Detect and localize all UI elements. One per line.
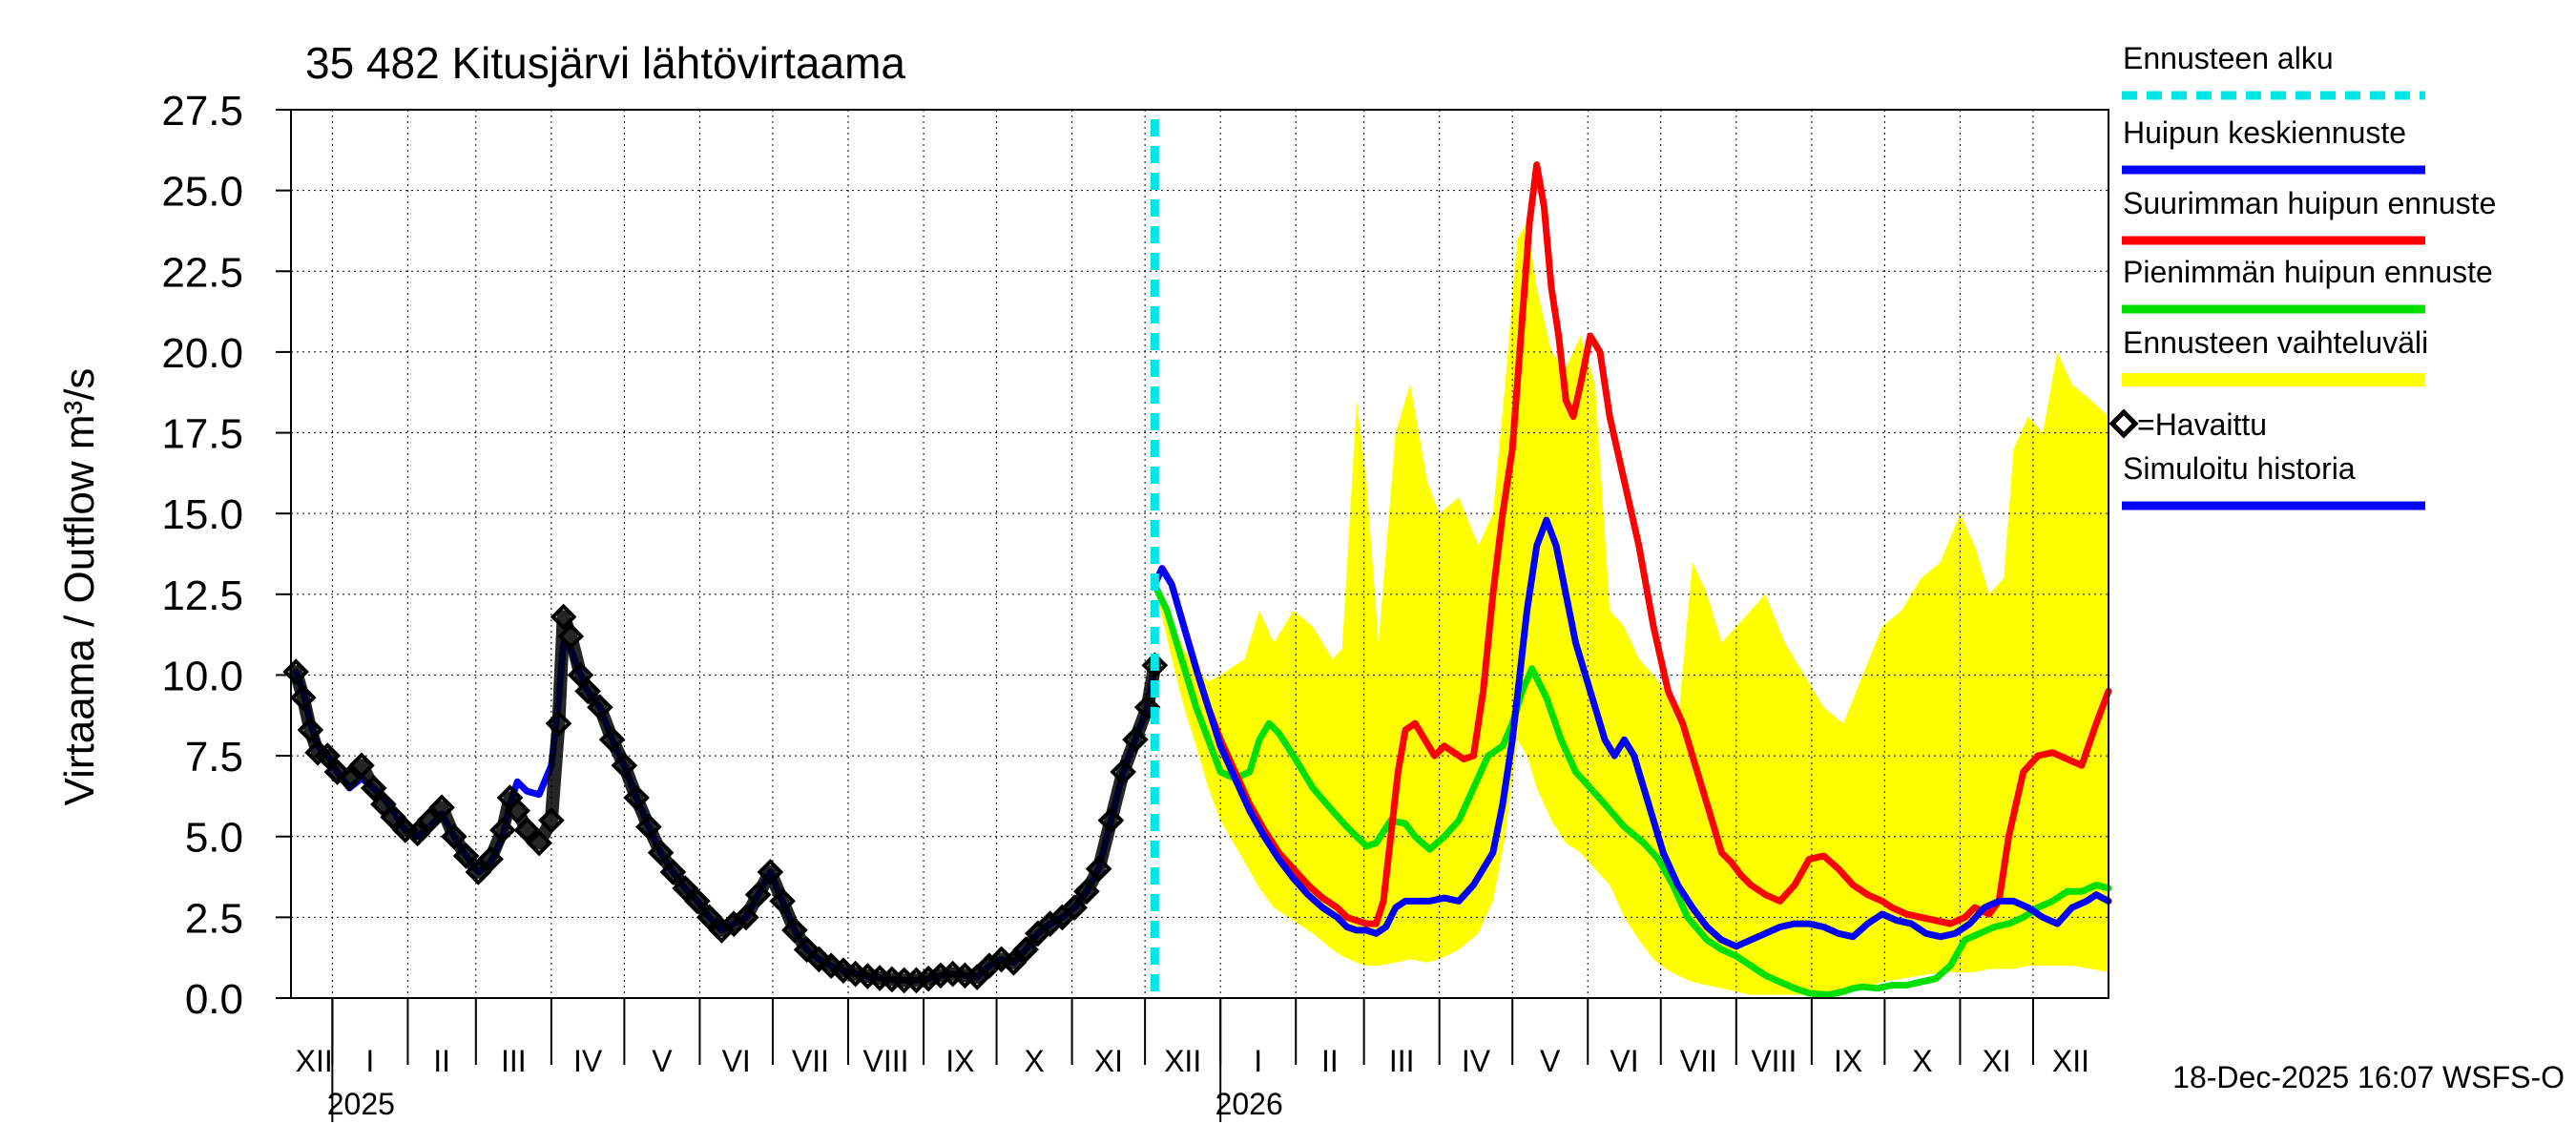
month-label: III bbox=[501, 1044, 527, 1078]
timestamp-footer: 18-Dec-2025 16:07 WSFS-O bbox=[2172, 1060, 2565, 1094]
series-lines bbox=[292, 161, 2112, 999]
month-label: IV bbox=[573, 1044, 603, 1078]
month-label: XI bbox=[1983, 1044, 2011, 1078]
y-tick-label: 10.0 bbox=[161, 653, 243, 699]
legend-label: Pienimmän huipun ennuste bbox=[2123, 255, 2493, 289]
observed-trace bbox=[289, 610, 1162, 988]
y-tick-label: 25.0 bbox=[161, 169, 243, 216]
month-label: III bbox=[1389, 1044, 1415, 1078]
y-tick-label: 12.5 bbox=[161, 572, 243, 619]
year-label: 2026 bbox=[1215, 1087, 1283, 1121]
y-tick-label: 7.5 bbox=[185, 734, 243, 781]
y-tick-label: 22.5 bbox=[161, 249, 243, 296]
month-label: XI bbox=[1094, 1044, 1123, 1078]
y-tick-label: 15.0 bbox=[161, 491, 243, 538]
plot-frame bbox=[290, 109, 2109, 999]
series-line bbox=[1151, 516, 2112, 950]
month-label: I bbox=[1254, 1044, 1262, 1078]
grid-lines bbox=[291, 110, 2109, 998]
month-label: VII bbox=[1680, 1044, 1717, 1078]
month-label: VIII bbox=[1751, 1044, 1797, 1078]
month-label: VII bbox=[792, 1044, 829, 1078]
y-tick-label: 20.0 bbox=[161, 330, 243, 377]
legend-label: Suurimman huipun ennuste bbox=[2123, 186, 2496, 220]
y-axis-label: Virtaama / Outflow m³/s bbox=[56, 368, 103, 806]
month-label: V bbox=[652, 1044, 673, 1078]
month-label: VI bbox=[722, 1044, 751, 1078]
month-label: XII bbox=[2052, 1044, 2089, 1078]
month-label: IV bbox=[1462, 1044, 1491, 1078]
series-line bbox=[1151, 581, 2112, 999]
year-label: 2025 bbox=[327, 1087, 395, 1121]
month-label: II bbox=[433, 1044, 450, 1078]
month-label: X bbox=[1024, 1044, 1044, 1078]
month-label: X bbox=[1912, 1044, 1932, 1078]
month-label: II bbox=[1321, 1044, 1339, 1078]
y-tick-label: 5.0 bbox=[185, 815, 243, 862]
month-label: VI bbox=[1610, 1044, 1638, 1078]
y-tick-label: 2.5 bbox=[185, 895, 243, 942]
month-label: VIII bbox=[863, 1044, 909, 1078]
x-axis-months: XII I II III IV V VI VII VIII IX X XI XII I II III IV V VI… bbox=[296, 998, 2089, 1122]
y-axis-ticks: 0.0 2.5 5.0 7.5 10.0 12.5 15.0 17.5 20.0 22.5 25.0… bbox=[161, 88, 291, 1023]
month-label: IX bbox=[1834, 1044, 1862, 1078]
legend-label: =Havaittu bbox=[2137, 407, 2267, 442]
month-label: V bbox=[1540, 1044, 1561, 1078]
y-tick-label: 27.5 bbox=[161, 88, 243, 135]
legend-label: Ennusteen vaihteluväli bbox=[2123, 325, 2428, 360]
y-tick-label: 0.0 bbox=[185, 976, 243, 1023]
month-label: IX bbox=[945, 1044, 974, 1078]
month-label: XII bbox=[1164, 1044, 1201, 1078]
legend-label: Ennusteen alku bbox=[2123, 41, 2334, 75]
month-label: XII bbox=[296, 1044, 333, 1078]
legend: Ennusteen alku Huipun keskiennuste Suurimm… bbox=[2109, 41, 2496, 510]
y-tick-label: 17.5 bbox=[161, 411, 243, 458]
legend-label: Huipun keskiennuste bbox=[2123, 115, 2406, 150]
month-label: I bbox=[365, 1044, 374, 1078]
series-line bbox=[1151, 161, 2112, 927]
chart-title: 35 482 Kitusjärvi lähtövirtaama bbox=[305, 38, 905, 88]
legend-label: Simuloitu historia bbox=[2123, 451, 2356, 486]
observed-markers bbox=[282, 603, 1169, 994]
legend-observed-marker bbox=[2109, 408, 2139, 439]
